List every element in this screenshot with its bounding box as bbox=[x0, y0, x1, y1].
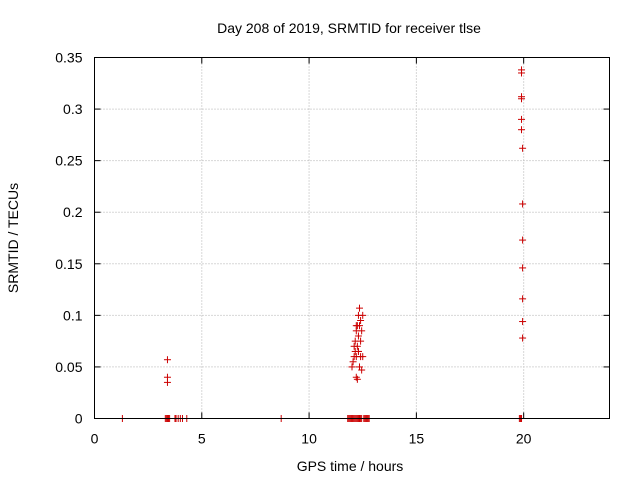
data-point bbox=[519, 236, 527, 244]
y-tick-label: 0.25 bbox=[55, 153, 82, 169]
x-tick-label: 10 bbox=[301, 431, 317, 447]
plot-frame bbox=[94, 57, 610, 419]
x-tick-label: 5 bbox=[198, 431, 206, 447]
data-point bbox=[356, 304, 364, 312]
data-point bbox=[357, 317, 365, 325]
grid-lines bbox=[94, 57, 610, 419]
data-point bbox=[518, 115, 526, 123]
data-point bbox=[359, 353, 367, 361]
data-point bbox=[354, 347, 362, 355]
data-point bbox=[352, 322, 360, 330]
data-point bbox=[358, 327, 366, 335]
y-tick-label: 0.2 bbox=[63, 204, 83, 220]
data-point bbox=[518, 69, 526, 77]
chart-title: Day 208 of 2019, SRMTID for receiver tls… bbox=[217, 20, 481, 36]
data-points bbox=[118, 66, 527, 422]
x-tick-label: 0 bbox=[91, 431, 99, 447]
axis-tick-labels: 0 5 10 15 20 0 0.05 0.1 0.15 0.2 0.25 0.3 0.35 bbox=[55, 50, 531, 447]
data-point bbox=[353, 342, 361, 350]
y-tick-label: 0.15 bbox=[55, 256, 82, 272]
data-point bbox=[518, 126, 526, 134]
data-point bbox=[348, 363, 356, 371]
y-tick-label: 0.05 bbox=[55, 359, 82, 375]
data-point bbox=[519, 295, 527, 303]
data-point bbox=[163, 378, 171, 386]
data-point bbox=[359, 311, 367, 319]
y-tick-label: 0.1 bbox=[63, 307, 83, 323]
data-point bbox=[519, 264, 527, 272]
y-tick-label: 0 bbox=[75, 411, 83, 427]
data-point bbox=[163, 356, 171, 364]
x-tick-label: 15 bbox=[409, 431, 425, 447]
data-point bbox=[519, 144, 527, 152]
data-point bbox=[519, 334, 527, 342]
x-tick-label: 20 bbox=[516, 431, 532, 447]
data-point bbox=[358, 366, 366, 374]
data-point bbox=[519, 318, 527, 326]
y-axis-label: SRMTID / TECUs bbox=[5, 183, 21, 293]
data-point bbox=[518, 95, 526, 103]
data-point bbox=[354, 332, 362, 340]
data-point bbox=[357, 337, 365, 345]
data-point bbox=[349, 358, 357, 366]
y-tick-label: 0.3 bbox=[63, 101, 83, 117]
y-tick-label: 0.35 bbox=[55, 50, 82, 66]
data-point bbox=[519, 200, 527, 208]
x-axis-label: GPS time / hours bbox=[297, 458, 404, 474]
data-point bbox=[353, 375, 361, 383]
